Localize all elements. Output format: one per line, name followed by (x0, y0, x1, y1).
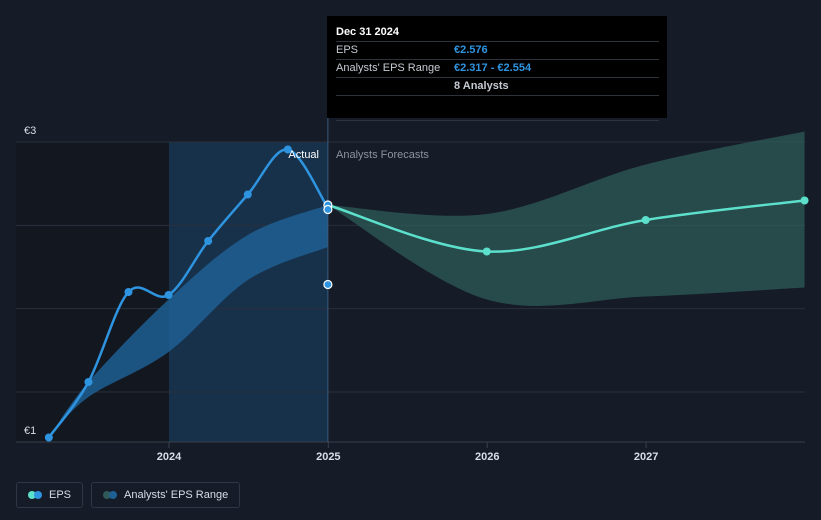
eps-forecast-point[interactable] (800, 196, 809, 205)
eps-actual-point[interactable] (283, 145, 292, 154)
history-shade (16, 142, 169, 442)
tooltip-marker (323, 279, 333, 290)
y-tick-label: €3 (24, 125, 36, 137)
eps-forecast-point[interactable] (482, 247, 491, 256)
x-tick-label: 2027 (634, 451, 658, 463)
actual-region-label: Actual (288, 149, 319, 161)
actual-range-band (48, 205, 328, 438)
tooltip-range-value: €2.317 - €2.554 (454, 62, 532, 74)
range-legend-icon (103, 491, 118, 499)
tooltip-range-row: Analysts' EPS Range €2.317 - €2.554 (336, 59, 659, 77)
x-axis: 2024 2025 2026 2027 (157, 442, 658, 463)
legend-range[interactable]: Analysts' EPS Range (91, 482, 241, 508)
forecast-region-label: Analysts Forecasts (336, 149, 429, 161)
tooltip-analysts-count: 8 Analysts (454, 80, 509, 92)
tooltip-eps-row: EPS €2.576 (336, 41, 659, 59)
legend-range-label: Analysts' EPS Range (124, 489, 229, 501)
eps-actual-point[interactable] (84, 378, 93, 386)
y-tick-label: €1 (24, 425, 36, 437)
x-tick-label: 2024 (157, 451, 182, 463)
eps-actual-point[interactable] (44, 433, 53, 442)
tooltip-eps-label: EPS (336, 44, 359, 56)
x-tick-label: 2025 (316, 451, 340, 463)
tooltip-spacer (336, 95, 659, 121)
eps-actual-line (47, 148, 329, 439)
tooltip-date: Dec 31 2024 (336, 26, 399, 38)
x-tick-label: 2026 (475, 451, 499, 463)
tooltip-range-label: Analysts' EPS Range (336, 62, 441, 74)
eps-actual-point[interactable] (204, 237, 213, 245)
tooltip-eps-value: €2.576 (454, 44, 488, 56)
eps-actual-point[interactable] (243, 190, 252, 199)
forecast-range-band (327, 131, 805, 306)
tooltip-marker (323, 204, 333, 215)
data-points (44, 145, 809, 442)
tooltip: Dec 31 2024 EPS €2.576 Analysts' EPS Ran… (327, 16, 667, 121)
legend-eps[interactable]: EPS (16, 482, 84, 508)
legend: EPS Analysts' EPS Range (16, 482, 241, 508)
legend-eps-label: EPS (49, 489, 72, 501)
eps-actual-point[interactable] (124, 288, 133, 296)
tooltip-analysts-row: 8 Analysts (336, 77, 659, 95)
eps-forecast-line (327, 199, 805, 253)
eps-legend-icon (28, 491, 42, 499)
eps-forecast-point[interactable] (641, 216, 650, 224)
eps-actual-point[interactable] (164, 291, 173, 299)
